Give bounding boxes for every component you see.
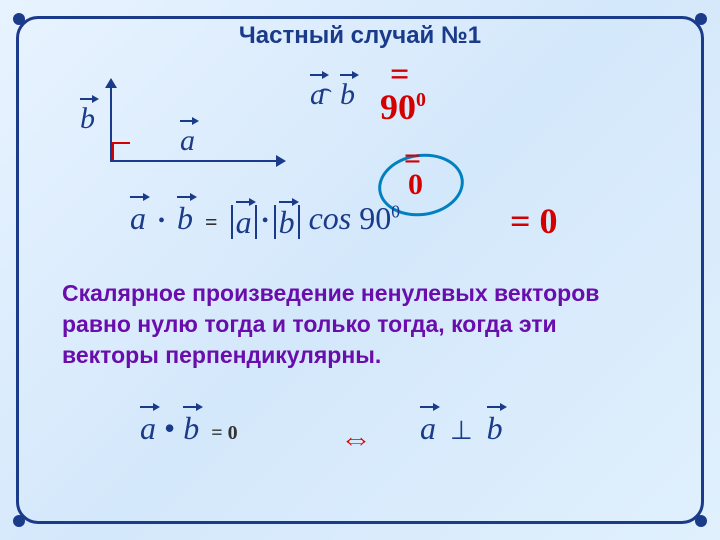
equivalence-left: a • b = 0	[140, 410, 242, 447]
perp-vec-a: a	[420, 410, 436, 447]
right-angle-marker	[112, 142, 130, 160]
cos-zero-value: 0	[408, 168, 423, 202]
vector-a-arrowhead	[276, 155, 286, 167]
bottom-equals-zero: = 0	[207, 422, 241, 444]
abs-b: b	[274, 205, 300, 239]
vector-diagram: b a	[70, 82, 290, 182]
formula-vec-a: a	[130, 200, 146, 237]
diagram-label-b: b	[80, 102, 95, 136]
bottom-vec-a: a	[140, 410, 156, 447]
explanation-text: Скалярное произведение ненулевых векторо…	[62, 278, 658, 371]
angle-value: 900	[380, 86, 426, 128]
slide-title: Частный случай №1	[0, 22, 720, 50]
bottom-vec-b: b	[183, 410, 199, 447]
iff-symbol: ⇔	[340, 420, 372, 457]
angle-vec-a: a	[310, 78, 325, 112]
formula-result: = 0	[510, 200, 558, 242]
angle-expression: a b	[310, 78, 355, 112]
vector-b-arrowhead	[105, 78, 117, 88]
abs-a: a	[231, 205, 257, 239]
corner-dot	[13, 515, 25, 527]
angle-vec-b: b	[340, 78, 355, 112]
formula-vec-b: b	[177, 200, 193, 237]
diagram-label-a: a	[180, 124, 195, 158]
equivalence-right: a ⊥ b	[420, 410, 503, 447]
dot-product-formula: a • b = a•b cos 900	[130, 200, 400, 239]
formula-equals: =	[201, 209, 222, 234]
perp-vec-b: b	[487, 410, 503, 447]
formula-angle: 900	[359, 200, 400, 236]
vector-a-line	[110, 160, 280, 162]
corner-dot	[695, 515, 707, 527]
dot-operator: •	[154, 210, 169, 232]
perp-symbol: ⊥	[444, 416, 479, 445]
cos-label: cos	[309, 200, 352, 236]
